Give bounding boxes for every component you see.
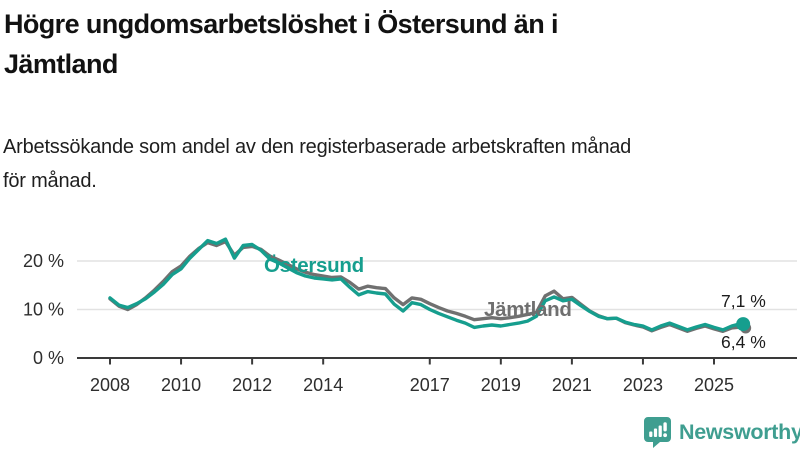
end-value-label-östersund: 7,1 %: [721, 291, 766, 311]
series-label-jämtland: Jämtland: [484, 298, 572, 321]
x-axis-label: 2025: [694, 375, 734, 395]
newsworthy-icon: [644, 417, 671, 448]
x-axis-label: 2014: [303, 375, 343, 395]
end-value-label-jämtland: 6,4 %: [721, 332, 766, 352]
x-axis-label: 2023: [623, 375, 663, 395]
page-title: Högre ungdomsarbetslöshet i Östersund än…: [4, 4, 784, 84]
chart-subtitle: Arbetssökande som andel av den registerb…: [3, 130, 783, 198]
x-axis-label: 2019: [481, 375, 521, 395]
title-line-1: Högre ungdomsarbetslöshet i Östersund än…: [4, 9, 558, 39]
newsworthy-wordmark: Newsworthy: [679, 419, 800, 444]
subtitle-line-2: för månad.: [3, 170, 97, 192]
y-axis-label: 0 %: [33, 348, 64, 368]
series-line-östersund: [108, 237, 743, 332]
x-axis-label: 2017: [410, 375, 450, 395]
series-line-jämtland: [108, 239, 743, 333]
x-axis-label: 2008: [90, 375, 130, 395]
subtitle-line-1: Arbetssökande som andel av den registerb…: [3, 136, 632, 158]
newsworthy-logo[interactable]: Newsworthy: [643, 416, 800, 448]
series-label-östersund: Östersund: [264, 254, 364, 277]
x-axis-label: 2010: [161, 375, 201, 395]
y-axis-label: 20 %: [23, 251, 64, 271]
x-axis-label: 2021: [552, 375, 592, 395]
end-marker-östersund: [736, 317, 751, 332]
x-axis-label: 2012: [232, 375, 272, 395]
title-line-2: Jämtland: [4, 49, 118, 79]
y-axis-label: 10 %: [23, 300, 64, 320]
